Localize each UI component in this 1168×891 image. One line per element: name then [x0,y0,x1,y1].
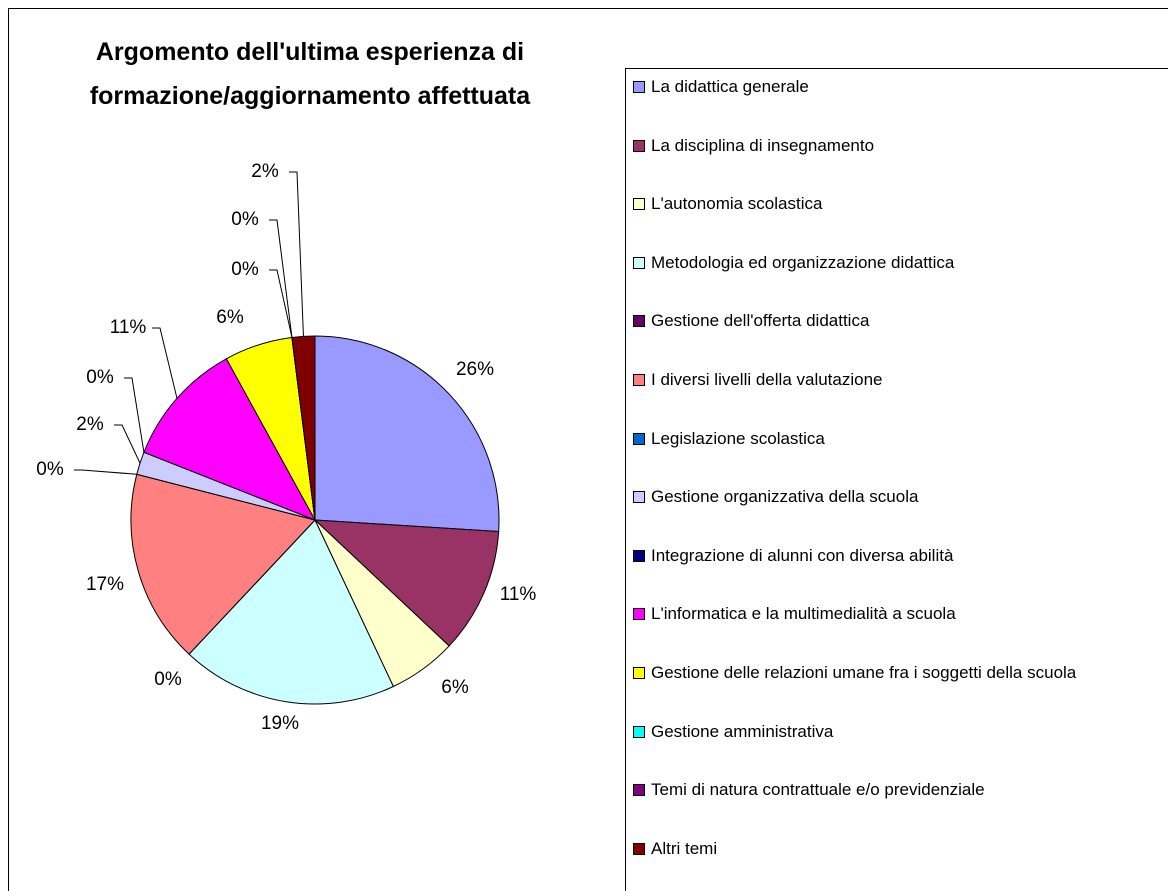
data-label: 0% [36,459,64,480]
legend-swatch [633,667,645,679]
legend-item: Gestione dell'offerta didattica [632,311,1141,331]
data-label: 6% [441,677,469,698]
leader-line [289,171,304,337]
data-label: 0% [86,367,114,388]
data-label: 0% [231,209,259,230]
legend-item: Metodologia ed organizzazione didattica [632,253,1141,273]
data-label: 0% [154,669,182,690]
legend-item: La didattica generale [632,77,1141,97]
leader-line [74,469,137,475]
pie-slice [143,358,317,521]
legend: La didattica generale La disciplina di in… [625,68,1168,891]
leader-line [114,424,141,464]
legend-swatch [633,315,645,328]
leader-line [124,377,145,453]
pie-slice [291,335,316,521]
legend-label: Integrazione di alunni con diversa abili… [651,545,954,565]
legend-item: L'informatica e la multimedialità a scuo… [632,604,1141,624]
legend-swatch [633,842,645,855]
legend-item: Temi di natura contrattuale e/o previden… [632,780,1141,800]
legend-label: Altri temi [651,838,718,858]
legend-item: Gestione amministrativa [632,722,1141,742]
legend-label: Gestione dell'offerta didattica [651,311,870,331]
legend-label: Legislazione scolastica [651,428,825,448]
legend-item: Gestione organizzativa della scuola [632,487,1141,507]
legend-label: Metodologia ed organizzazione didattica [651,252,955,272]
legend-item: L'autonomia scolastica [632,194,1141,214]
data-label: 11% [500,584,537,605]
chart-title: Argomento dell'ultima esperienza di form… [89,38,531,110]
pie-slice [314,335,500,533]
legend-swatch [633,81,645,93]
legend-swatch [633,608,645,621]
pie-slice [130,473,316,655]
legend-swatch [633,784,645,797]
chart-frame [8,8,1168,891]
legend-label: I diversi livelli della valutazione [651,370,883,389]
legend-swatch [633,139,645,152]
legend-item: Legislazione scolastica [632,429,1141,449]
legend-swatch [633,725,645,738]
legend-item: Integrazione di alunni con diversa abili… [632,546,1141,566]
legend-swatch [633,256,645,269]
legend-item: Gestione delle relazioni umane fra i sog… [632,663,1141,683]
legend-label: L'informatica e la multimedialità a scuo… [651,604,956,624]
pie-slice [313,519,500,647]
legend-swatch [633,432,645,445]
legend-label: L'autonomia scolastica [651,194,823,214]
data-label: 2% [76,414,104,435]
legend-label: Temi di natura contrattuale e/o previden… [651,780,985,800]
legend-item: Altri temi [632,839,1141,859]
leader-line [269,269,293,338]
leader-line [269,219,293,338]
data-label: 11% [110,317,147,338]
legend-swatch [633,491,645,504]
legend-label: La disciplina di insegnamento [651,135,875,155]
data-label: 0% [231,259,259,280]
legend-item: La disciplina di insegnamento [632,136,1141,156]
legend-swatch [633,374,645,386]
legend-label: Gestione organizzativa della scuola [651,487,919,507]
legend-label: Gestione amministrativa [651,721,834,741]
legend-swatch [633,549,645,562]
legend-label: Gestione delle relazioni umane fra i sog… [651,663,1077,682]
data-label: 17% [86,574,124,595]
data-label: 6% [216,307,244,328]
data-label: 19% [261,713,299,734]
leader-line [152,327,178,399]
legend-label: La didattica generale [651,77,809,96]
data-label: 2% [251,161,279,182]
legend-swatch [633,198,645,211]
data-label: 26% [456,359,494,380]
pie-slice [188,519,395,705]
legend-item: I diversi livelli della valutazione [632,370,1141,390]
pie-area: 26% 11% 6% 19% 0% 17% 0% 2% 0% 11% 6% 0% 0% 2% [36,161,537,734]
